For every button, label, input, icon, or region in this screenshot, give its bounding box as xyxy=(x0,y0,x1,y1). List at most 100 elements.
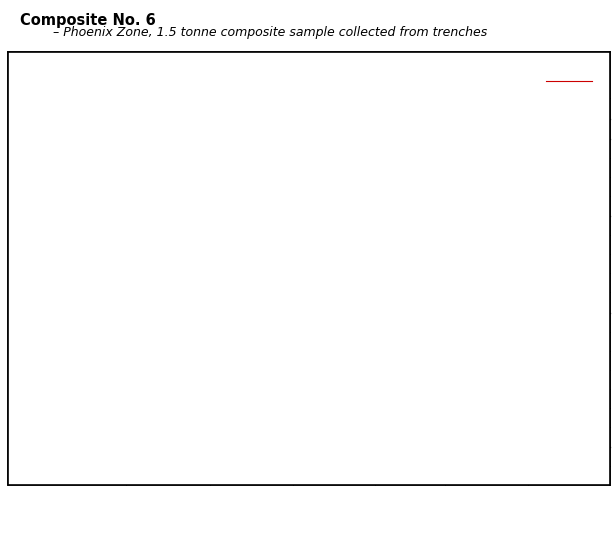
Text: 6.0: 6.0 xyxy=(478,375,495,384)
Text: 0.08: 0.08 xyxy=(558,278,581,288)
Text: 60008 A: 60008 A xyxy=(11,393,54,403)
Text: 50: 50 xyxy=(162,163,175,172)
Text: 0.09: 0.09 xyxy=(558,259,581,269)
Text: <0.01: <0.01 xyxy=(554,317,585,327)
Text: 4.5: 4.5 xyxy=(478,259,495,269)
Text: Gold
Grade: Gold Grade xyxy=(234,63,269,87)
Text: 6: 6 xyxy=(407,317,414,327)
Text: <0.01: <0.01 xyxy=(554,413,585,423)
Text: 58: 58 xyxy=(328,278,341,288)
Text: p80 mm: p80 mm xyxy=(148,103,189,114)
Text: (kg/t): (kg/t) xyxy=(473,103,500,114)
Text: Gold
Recovery: Gold Recovery xyxy=(307,63,361,87)
Text: 1.0: 1.0 xyxy=(160,393,177,403)
Text: 60001 B: 60001 B xyxy=(11,163,54,172)
Text: 60001 C: 60001 C xyxy=(11,181,55,191)
Text: (g/t Au): (g/t Au) xyxy=(232,103,271,114)
Text: 12.5: 12.5 xyxy=(157,336,180,346)
Text: 60009 A: 60009 A xyxy=(11,452,54,462)
Text: 7.7: 7.7 xyxy=(478,163,495,172)
Text: (days): (days) xyxy=(395,103,426,114)
Text: (kg/t): (kg/t) xyxy=(555,103,582,114)
Text: 0.54: 0.54 xyxy=(240,163,263,172)
Text: 6: 6 xyxy=(407,240,414,250)
Text: 6: 6 xyxy=(407,413,414,423)
Text: 60007 A: 60007 A xyxy=(11,356,54,365)
Text: 7.0: 7.0 xyxy=(478,452,495,462)
Text: 0.10: 0.10 xyxy=(558,163,581,172)
Text: 6: 6 xyxy=(407,221,414,231)
Text: 0.60: 0.60 xyxy=(240,375,263,384)
Text: 12.5: 12.5 xyxy=(157,317,180,327)
Text: 54: 54 xyxy=(328,240,341,250)
Text: 0.09: 0.09 xyxy=(558,356,581,365)
Text: 87: 87 xyxy=(403,163,417,172)
Text: 79: 79 xyxy=(328,413,341,423)
Text: Bottle Roll Tests: Bottle Roll Tests xyxy=(11,432,103,442)
Text: 60004 A: 60004 A xyxy=(11,221,54,231)
Text: 0.09: 0.09 xyxy=(558,143,581,154)
Text: 0.06: 0.06 xyxy=(558,221,581,231)
Text: 60006 B: 60006 B xyxy=(11,336,54,346)
Text: 6: 6 xyxy=(407,278,414,288)
Text: 5.1: 5.1 xyxy=(478,278,495,288)
Text: 56: 56 xyxy=(328,221,341,231)
Text: 0.64: 0.64 xyxy=(240,452,263,462)
Text: Column Leach Tests: Column Leach Tests xyxy=(11,124,122,134)
Text: 0.58: 0.58 xyxy=(240,240,263,250)
Text: Lime
(added): Lime (added) xyxy=(464,63,510,87)
Text: 60004 B: 60004 B xyxy=(11,240,54,250)
Text: 6.0: 6.0 xyxy=(478,356,495,365)
Text: 0.07: 0.07 xyxy=(558,240,581,250)
Text: 7.6: 7.6 xyxy=(478,143,495,154)
Text: 0.44: 0.44 xyxy=(558,181,581,191)
Text: 6: 6 xyxy=(407,375,414,384)
Text: 6: 6 xyxy=(407,336,414,346)
Text: – 1 kg test charges, variable crush size: – 1 kg test charges, variable crush size xyxy=(71,297,269,308)
Text: (consumed): (consumed) xyxy=(534,80,604,91)
Text: 0.05: 0.05 xyxy=(558,393,581,403)
Text: 70: 70 xyxy=(328,356,341,365)
Text: 80: 80 xyxy=(328,181,341,191)
Text: 87: 87 xyxy=(403,143,417,154)
Text: 6.0: 6.0 xyxy=(478,413,495,423)
Text: 0.54: 0.54 xyxy=(240,259,263,269)
Text: 0.58: 0.58 xyxy=(240,278,263,288)
Text: 19: 19 xyxy=(162,181,175,191)
Text: 60007 B: 60007 B xyxy=(11,375,54,384)
Text: 6: 6 xyxy=(407,393,414,403)
Text: <0.01: <0.01 xyxy=(554,452,585,462)
Text: 60008 B: 60008 B xyxy=(11,413,54,423)
Text: 60: 60 xyxy=(328,317,341,327)
Text: 60005 A: 60005 A xyxy=(11,259,54,269)
Text: – 5 kg test charges, variable crush size: – 5 kg test charges, variable crush size xyxy=(64,201,262,211)
Text: 0.55: 0.55 xyxy=(240,317,263,327)
Text: 6: 6 xyxy=(407,356,414,365)
Text: 77: 77 xyxy=(328,143,341,154)
Text: 66: 66 xyxy=(328,375,341,384)
Text: 0.1: 0.1 xyxy=(160,452,177,462)
Text: 60006 A: 60006 A xyxy=(11,317,54,327)
Text: – 0.5 kg test charges: – 0.5 kg test charges xyxy=(71,432,178,442)
Text: 50: 50 xyxy=(162,240,175,250)
Text: 0.58: 0.58 xyxy=(240,393,263,403)
Text: 0.03: 0.03 xyxy=(558,375,581,384)
Text: 80: 80 xyxy=(328,452,341,462)
Text: 5.0: 5.0 xyxy=(478,317,495,327)
Text: 0.62: 0.62 xyxy=(240,471,263,481)
Text: Time: Time xyxy=(396,70,425,80)
Text: 0.57: 0.57 xyxy=(240,413,263,423)
Text: (%): (%) xyxy=(325,103,343,114)
Text: 0.1: 0.1 xyxy=(160,471,177,481)
Text: 4.0: 4.0 xyxy=(478,240,495,250)
Text: 6: 6 xyxy=(407,452,414,462)
Text: 7.5: 7.5 xyxy=(478,181,495,191)
Text: 100: 100 xyxy=(159,143,178,154)
Text: NaCN: NaCN xyxy=(553,64,585,75)
Text: 6: 6 xyxy=(407,471,414,481)
Text: – Phoenix Zone, 1.5 tonne composite sample collected from trenches: – Phoenix Zone, 1.5 tonne composite samp… xyxy=(54,26,488,39)
Text: 0.58: 0.58 xyxy=(240,336,263,346)
Text: 0.58: 0.58 xyxy=(240,143,263,154)
Text: 7.0: 7.0 xyxy=(478,471,495,481)
Text: 0.56: 0.56 xyxy=(240,221,263,231)
